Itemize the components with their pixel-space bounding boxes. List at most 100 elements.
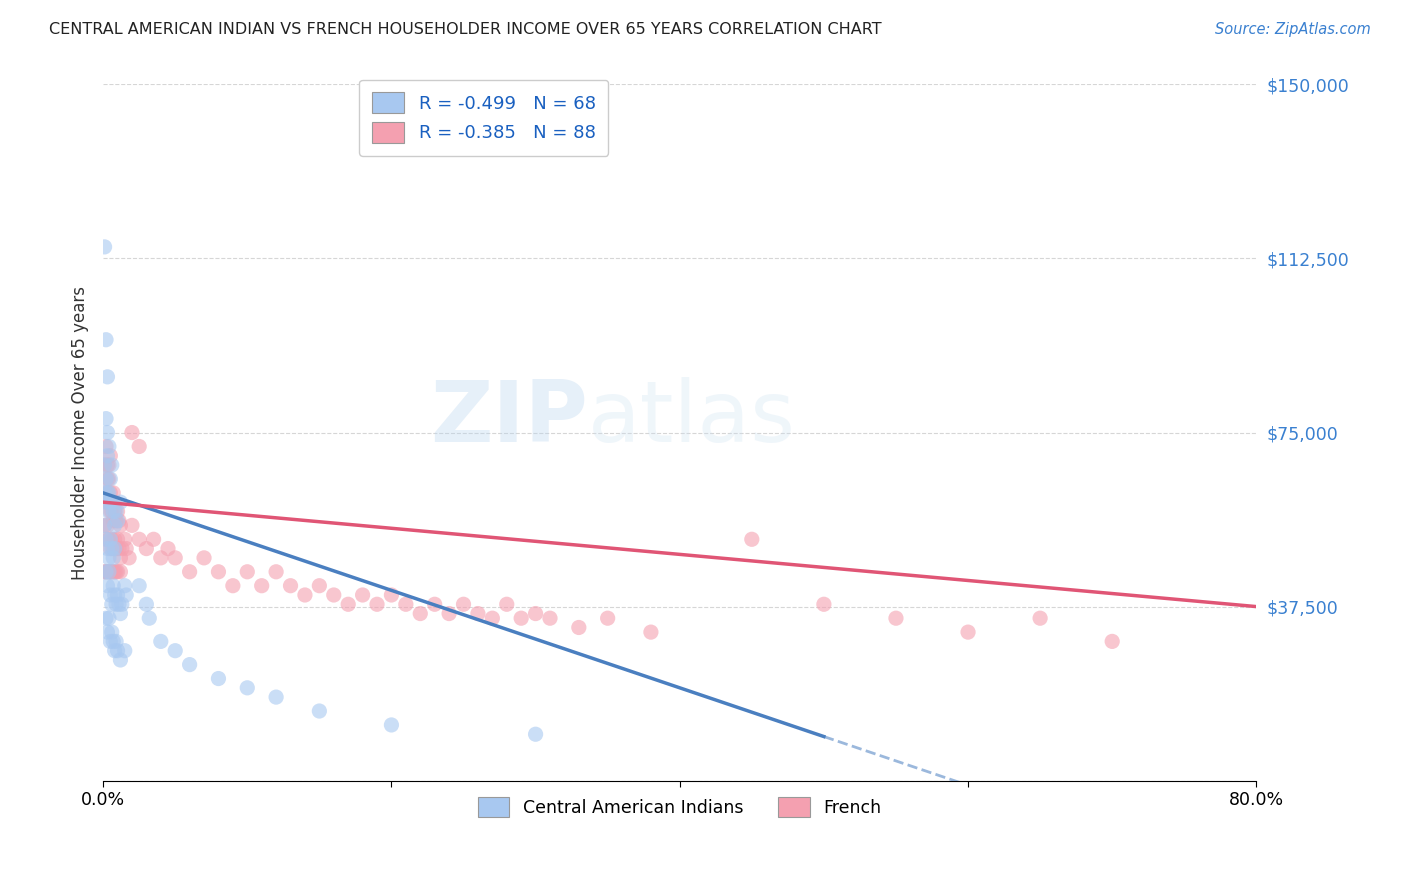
Point — [110, 518, 132, 533]
Point — [103, 541, 125, 556]
Point — [813, 597, 835, 611]
Point — [111, 597, 134, 611]
Point — [236, 565, 259, 579]
Point — [93, 518, 115, 533]
Point — [165, 643, 187, 657]
Point — [93, 518, 115, 533]
Point — [437, 607, 460, 621]
Point — [105, 504, 128, 518]
Point — [510, 611, 533, 625]
Point — [97, 440, 120, 454]
Point — [107, 514, 129, 528]
Text: atlas: atlas — [588, 377, 796, 460]
Point — [97, 472, 120, 486]
Point — [308, 579, 330, 593]
Point — [114, 579, 136, 593]
Point — [128, 533, 150, 547]
Point — [96, 579, 118, 593]
Point — [149, 550, 172, 565]
Point — [179, 565, 201, 579]
Point — [103, 550, 125, 565]
Point — [115, 588, 138, 602]
Point — [138, 611, 160, 625]
Point — [101, 495, 124, 509]
Point — [280, 579, 302, 593]
Point — [165, 550, 187, 565]
Point — [103, 634, 125, 648]
Point — [96, 565, 118, 579]
Point — [94, 495, 117, 509]
Point — [98, 634, 121, 648]
Point — [94, 472, 117, 486]
Point — [108, 597, 131, 611]
Text: Source: ZipAtlas.com: Source: ZipAtlas.com — [1215, 22, 1371, 37]
Point — [104, 518, 127, 533]
Point — [107, 565, 129, 579]
Point — [104, 504, 127, 518]
Point — [96, 486, 118, 500]
Point — [101, 458, 124, 472]
Point — [94, 533, 117, 547]
Point — [104, 588, 127, 602]
Point — [93, 486, 115, 500]
Text: CENTRAL AMERICAN INDIAN VS FRENCH HOUSEHOLDER INCOME OVER 65 YEARS CORRELATION C: CENTRAL AMERICAN INDIAN VS FRENCH HOUSEH… — [49, 22, 882, 37]
Point — [110, 495, 132, 509]
Point — [105, 597, 128, 611]
Point — [98, 504, 121, 518]
Point — [741, 533, 763, 547]
Point — [97, 565, 120, 579]
Point — [110, 550, 132, 565]
Point — [108, 541, 131, 556]
Point — [98, 533, 121, 547]
Point — [264, 690, 287, 705]
Point — [322, 588, 344, 602]
Point — [97, 486, 120, 500]
Point — [97, 550, 120, 565]
Point — [135, 597, 157, 611]
Point — [96, 458, 118, 472]
Point — [107, 504, 129, 518]
Point — [94, 565, 117, 579]
Point — [1029, 611, 1052, 625]
Point — [107, 533, 129, 547]
Point — [104, 533, 127, 547]
Point — [395, 597, 418, 611]
Legend: Central American Indians, French: Central American Indians, French — [471, 790, 889, 824]
Point — [121, 425, 143, 440]
Point — [103, 565, 125, 579]
Point — [96, 449, 118, 463]
Point — [294, 588, 316, 602]
Point — [93, 458, 115, 472]
Point — [101, 533, 124, 547]
Point — [596, 611, 619, 625]
Point — [568, 620, 591, 634]
Point — [105, 634, 128, 648]
Point — [97, 495, 120, 509]
Point — [380, 718, 402, 732]
Point — [96, 472, 118, 486]
Point — [96, 518, 118, 533]
Point — [104, 643, 127, 657]
Point — [98, 565, 121, 579]
Point — [93, 565, 115, 579]
Point — [93, 486, 115, 500]
Point — [93, 458, 115, 472]
Point — [96, 541, 118, 556]
Point — [103, 486, 125, 500]
Point — [110, 565, 132, 579]
Point — [149, 634, 172, 648]
Point — [118, 550, 141, 565]
Point — [236, 681, 259, 695]
Point — [94, 533, 117, 547]
Point — [94, 565, 117, 579]
Point — [481, 611, 503, 625]
Point — [107, 588, 129, 602]
Point — [423, 597, 446, 611]
Point — [103, 579, 125, 593]
Point — [103, 504, 125, 518]
Point — [1101, 634, 1123, 648]
Point — [94, 495, 117, 509]
Point — [524, 607, 547, 621]
Point — [97, 533, 120, 547]
Point — [193, 550, 215, 565]
